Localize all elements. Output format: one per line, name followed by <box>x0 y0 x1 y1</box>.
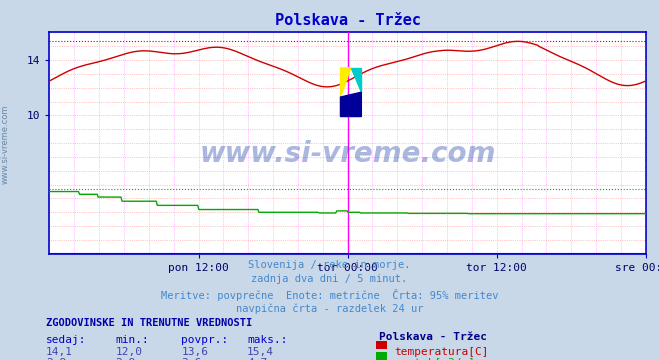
Text: zadnja dva dni / 5 minut.: zadnja dva dni / 5 minut. <box>251 274 408 284</box>
Text: Polskava - Tržec: Polskava - Tržec <box>379 332 487 342</box>
Text: www.si-vreme.com: www.si-vreme.com <box>200 140 496 168</box>
Text: Meritve: povprečne  Enote: metrične  Črta: 95% meritev: Meritve: povprečne Enote: metrične Črta:… <box>161 289 498 301</box>
Text: ZGODOVINSKE IN TRENUTNE VREDNOSTI: ZGODOVINSKE IN TRENUTNE VREDNOSTI <box>46 318 252 328</box>
Polygon shape <box>341 68 351 97</box>
Text: temperatura[C]: temperatura[C] <box>394 347 488 357</box>
Text: 2,9: 2,9 <box>115 358 136 360</box>
Text: 4,7: 4,7 <box>247 358 268 360</box>
Text: maks.:: maks.: <box>247 335 287 345</box>
Text: sedaj:: sedaj: <box>46 335 86 345</box>
Text: povpr.:: povpr.: <box>181 335 229 345</box>
Text: 12,0: 12,0 <box>115 347 142 357</box>
Text: www.si-vreme.com: www.si-vreme.com <box>1 104 10 184</box>
Polygon shape <box>351 68 361 92</box>
Polygon shape <box>341 92 361 117</box>
Text: pretok[m3/s]: pretok[m3/s] <box>394 358 475 360</box>
Text: 14,1: 14,1 <box>46 347 73 357</box>
Text: navpična črta - razdelek 24 ur: navpična črta - razdelek 24 ur <box>236 303 423 314</box>
Text: Slovenija / reke in morje.: Slovenija / reke in morje. <box>248 260 411 270</box>
Text: 13,6: 13,6 <box>181 347 208 357</box>
Text: 2,9: 2,9 <box>46 358 67 360</box>
Title: Polskava - Tržec: Polskava - Tržec <box>275 13 420 28</box>
Text: min.:: min.: <box>115 335 149 345</box>
Text: 15,4: 15,4 <box>247 347 274 357</box>
Text: 3,6: 3,6 <box>181 358 202 360</box>
